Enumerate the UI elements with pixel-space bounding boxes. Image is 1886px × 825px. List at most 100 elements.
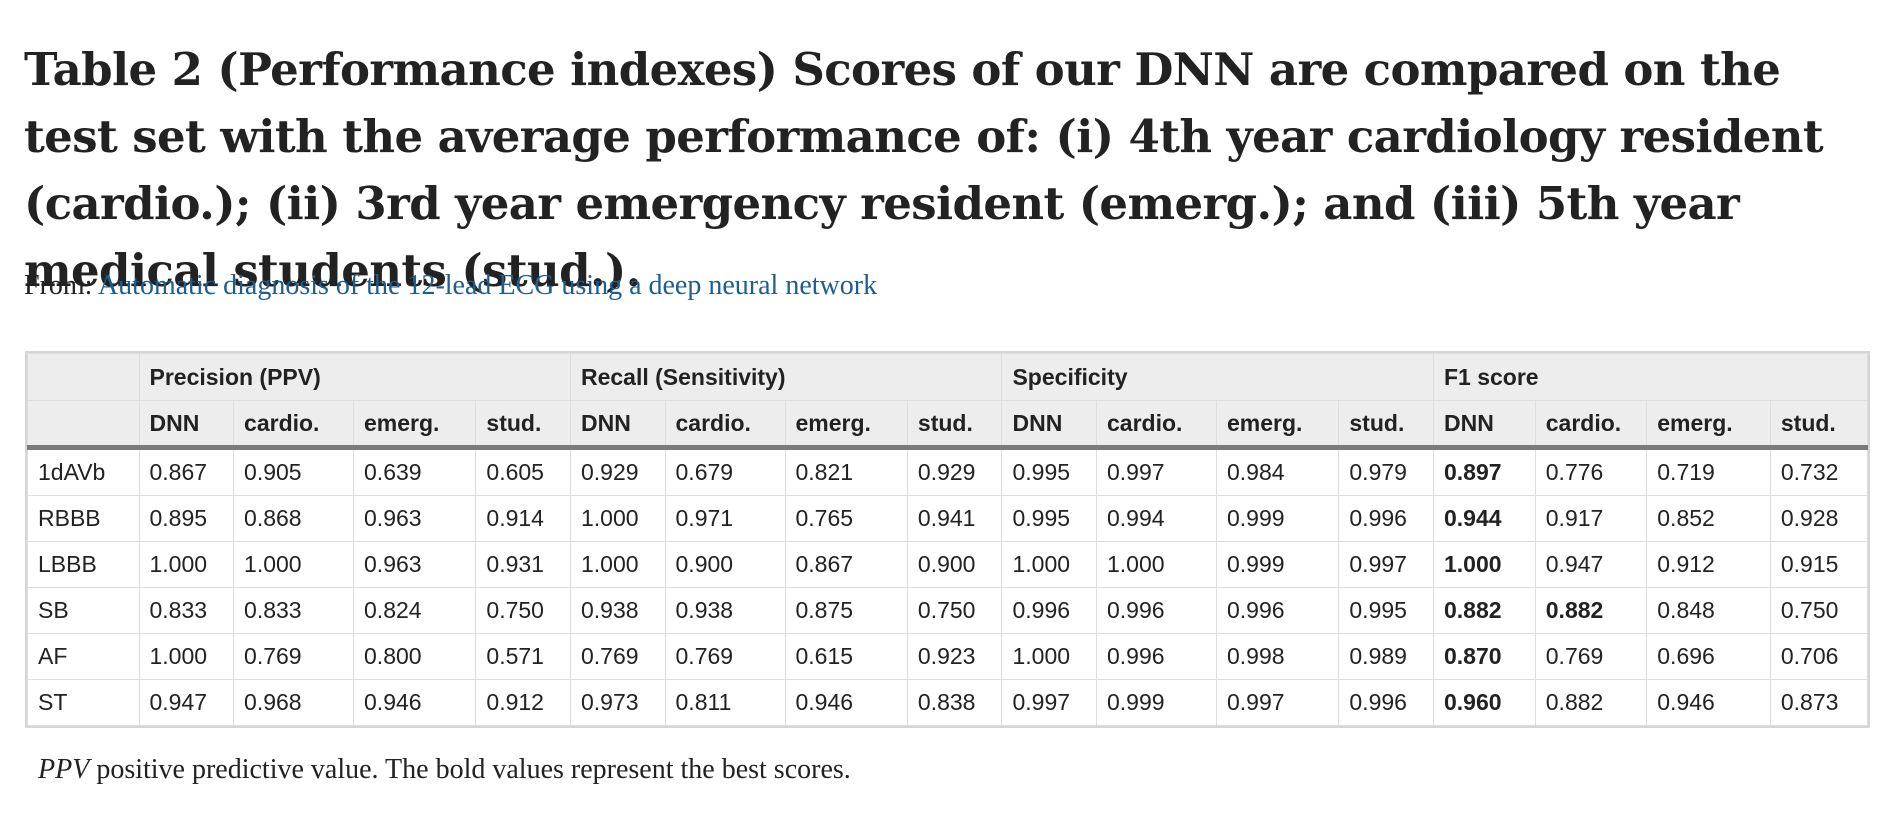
sub-header-cell: stud. (475, 400, 571, 450)
table-cell: 0.867 (138, 447, 235, 496)
table-cell: 0.973 (569, 679, 666, 726)
table-cell: 0.882 (1432, 587, 1536, 634)
table-cell: 0.750 (906, 587, 1003, 634)
group-header-f1: F1 score (1432, 353, 1869, 401)
table-cell: 0.875 (784, 587, 908, 634)
performance-table-container: Precision (PPV) Recall (Sensitivity) Spe… (25, 351, 1870, 728)
table-cell: 0.870 (1432, 633, 1536, 680)
footnote-abbreviation: PPV (38, 754, 90, 785)
row-label-header (27, 353, 140, 401)
table-cell: 1.000 (1096, 541, 1217, 588)
table-cell: 0.838 (906, 679, 1003, 726)
table-cell: 0.928 (1769, 495, 1869, 542)
table-cell: 0.929 (906, 447, 1003, 496)
table-cell: 0.912 (1646, 541, 1771, 588)
table-cell: 0.941 (906, 495, 1003, 542)
table-cell: 0.997 (1096, 447, 1217, 496)
table-cell: 0.946 (784, 679, 908, 726)
table-cell: 0.996 (1338, 679, 1434, 726)
table-cell: 0.765 (784, 495, 908, 542)
row-label: 1dAVb (27, 447, 140, 496)
table-cell: 1.000 (569, 495, 666, 542)
table-cell: 0.732 (1769, 447, 1869, 496)
table-cell: 0.750 (475, 587, 571, 634)
table-cell: 0.750 (1769, 587, 1869, 634)
row-label: AF (27, 633, 140, 680)
table-cell: 0.996 (1096, 633, 1217, 680)
table-cell: 0.938 (569, 587, 666, 634)
table-cell: 0.999 (1215, 541, 1340, 588)
table-cell: 0.931 (475, 541, 571, 588)
footnote-text: positive predictive value. The bold valu… (89, 754, 851, 785)
table-cell: 0.905 (233, 447, 355, 496)
sub-header-cell: DNN (1432, 400, 1536, 450)
table-cell: 0.914 (475, 495, 571, 542)
table-cell: 0.989 (1338, 633, 1434, 680)
table-cell: 0.833 (233, 587, 355, 634)
table-body: 1dAVb 0.867 0.905 0.639 0.605 0.929 0.679 0.821… (27, 447, 1869, 726)
sub-header-cell: stud. (906, 400, 1003, 450)
table-cell: 0.997 (1001, 679, 1097, 726)
table-cell: 1.000 (138, 633, 235, 680)
table-cell: 0.946 (353, 679, 477, 726)
sub-header-cell: emerg. (1215, 400, 1340, 450)
table-cell: 0.833 (138, 587, 235, 634)
table-cell: 0.821 (784, 447, 908, 496)
table-cell: 0.848 (1646, 587, 1771, 634)
table-cell: 0.882 (1534, 587, 1648, 634)
table-cell: 0.811 (664, 679, 786, 726)
table-cell: 0.944 (1432, 495, 1536, 542)
table-cell: 0.915 (1769, 541, 1869, 588)
table-cell: 1.000 (1001, 633, 1097, 680)
table-cell: 0.696 (1646, 633, 1771, 680)
table-cell: 0.900 (906, 541, 1003, 588)
group-header-row: Precision (PPV) Recall (Sensitivity) Spe… (27, 353, 1869, 401)
table-cell: 0.868 (233, 495, 355, 542)
sub-header-row: DNN cardio. emerg. stud. DNN cardio. emerg. stu… (27, 400, 1869, 450)
table-cell: 0.852 (1646, 495, 1771, 542)
table-cell: 0.996 (1096, 587, 1217, 634)
table-cell: 0.895 (138, 495, 235, 542)
source-line: From: Automatic diagnosis of the 12-lead… (24, 268, 877, 304)
table-row: SB 0.833 0.833 0.824 0.750 0.938 0.938 0.875 0.7… (27, 587, 1869, 634)
sub-header-cell: DNN (569, 400, 666, 450)
row-label: ST (27, 679, 140, 726)
row-label: SB (27, 587, 140, 634)
table-cell: 0.947 (1534, 541, 1648, 588)
table-cell: 0.984 (1215, 447, 1340, 496)
table-cell: 0.946 (1646, 679, 1771, 726)
table-cell: 0.995 (1001, 495, 1097, 542)
table-row: ST 0.947 0.968 0.946 0.912 0.973 0.811 0.946 0.8… (27, 679, 1869, 726)
performance-table: Precision (PPV) Recall (Sensitivity) Spe… (27, 353, 1869, 726)
row-label: LBBB (27, 541, 140, 588)
table-cell: 0.776 (1534, 447, 1648, 496)
table-cell: 0.900 (664, 541, 786, 588)
table-cell: 0.947 (138, 679, 235, 726)
table-cell: 1.000 (138, 541, 235, 588)
table-cell: 0.996 (1001, 587, 1097, 634)
table-row: RBBB 0.895 0.868 0.963 0.914 1.000 0.971 0.765 0… (27, 495, 1869, 542)
table-cell: 0.995 (1001, 447, 1097, 496)
group-header-recall: Recall (Sensitivity) (569, 353, 1003, 401)
table-cell: 0.996 (1338, 495, 1434, 542)
group-header-precision: Precision (PPV) (138, 353, 571, 401)
group-header-specificity: Specificity (1001, 353, 1434, 401)
table-cell: 0.706 (1769, 633, 1869, 680)
table-cell: 1.000 (233, 541, 355, 588)
table-cell: 0.605 (475, 447, 571, 496)
source-article-link[interactable]: Automatic diagnosis of the 12-lead ECG u… (97, 270, 878, 301)
table-cell: 1.000 (1432, 541, 1536, 588)
table-cell: 0.769 (1534, 633, 1648, 680)
table-row: LBBB 1.000 1.000 0.963 0.931 1.000 0.900 0.867 0… (27, 541, 1869, 588)
table-cell: 0.923 (906, 633, 1003, 680)
sub-header-cell: emerg. (1646, 400, 1771, 450)
table-cell: 0.769 (664, 633, 786, 680)
table-cell: 0.882 (1534, 679, 1648, 726)
sub-header-cell: stud. (1769, 400, 1869, 450)
sub-header-cell: cardio. (233, 400, 355, 450)
sub-header-cell: DNN (1001, 400, 1097, 450)
table-cell: 0.997 (1215, 679, 1340, 726)
table-cell: 0.968 (233, 679, 355, 726)
table-cell: 0.639 (353, 447, 477, 496)
